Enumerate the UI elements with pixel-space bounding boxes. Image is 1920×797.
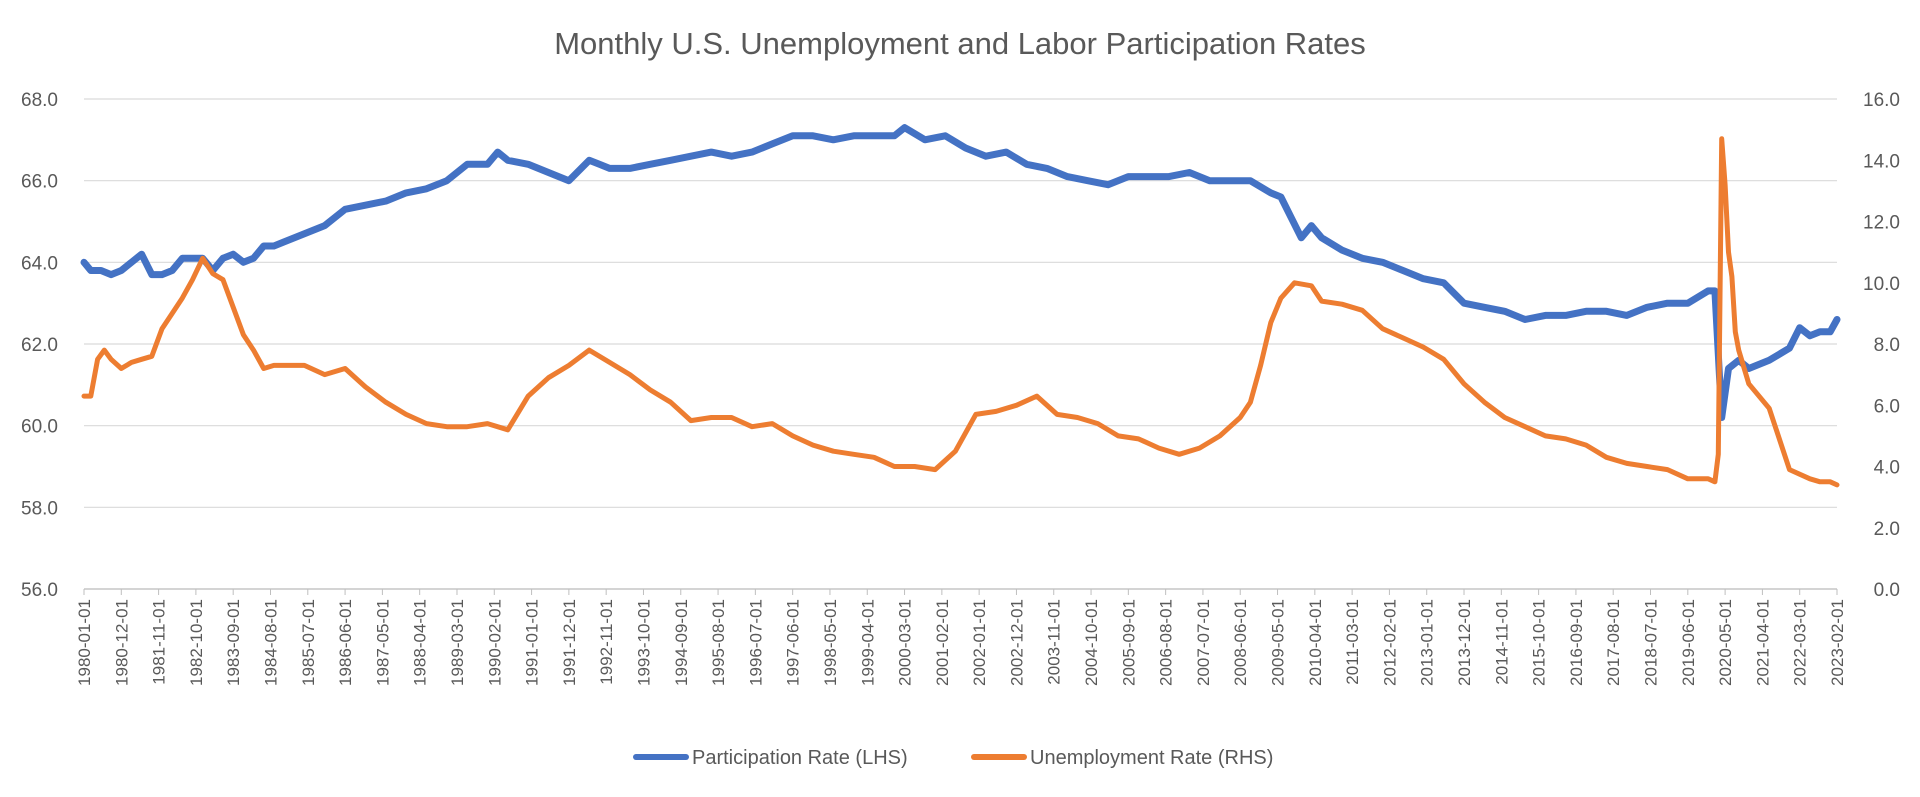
x-tick-label: 2006-08-01 [1157, 599, 1176, 686]
x-tick-label: 2012-02-01 [1380, 599, 1399, 686]
x-tick-label: 1980-12-01 [112, 599, 131, 686]
x-tick-label: 2016-09-01 [1567, 599, 1586, 686]
x-tick-label: 1996-07-01 [746, 599, 765, 686]
gridlines [84, 98, 1837, 590]
x-tick-label: 2020-05-01 [1716, 599, 1735, 686]
x-tick-label: 2003-11-01 [1045, 599, 1064, 685]
x-tick-label: 1987-05-01 [373, 599, 392, 686]
right-tick-label: 16.0 [1863, 90, 1900, 111]
x-tick-label: 1982-10-01 [187, 599, 206, 686]
left-tick-label: 60.0 [21, 417, 58, 438]
unemployment-rate-line [81, 136, 1840, 488]
x-tick-label: 2023-02-01 [1828, 599, 1847, 686]
left-axis-ticks: 56.0 58.0 60.0 62.0 64.0 66.0 68.0 [21, 90, 58, 601]
x-tick-label: 2007-07-01 [1194, 599, 1213, 686]
x-tick-label: 1991-12-01 [560, 599, 579, 686]
x-tick-label: 1980-01-01 [75, 599, 94, 686]
series-lines [80, 124, 1841, 488]
x-tick-label: 1993-10-01 [634, 599, 653, 686]
right-tick-label: 14.0 [1863, 151, 1900, 172]
right-tick-label: 0.0 [1874, 580, 1900, 601]
left-tick-label: 56.0 [21, 580, 58, 601]
x-tick-label: 1988-04-01 [411, 599, 430, 686]
x-tick-label: 1989-03-01 [448, 599, 467, 686]
right-tick-label: 6.0 [1874, 396, 1900, 417]
left-tick-label: 68.0 [21, 90, 58, 111]
right-tick-label: 2.0 [1874, 519, 1900, 540]
left-tick-label: 58.0 [21, 498, 58, 519]
left-tick-label: 62.0 [21, 335, 58, 356]
x-tick-label: 1991-01-01 [523, 599, 542, 686]
legend: Participation Rate (LHS) Unemployment Rat… [633, 747, 1273, 769]
x-tick-label: 2008-06-01 [1231, 599, 1250, 686]
x-tick-label: 1984-08-01 [261, 599, 280, 686]
x-tick-label: 2002-12-01 [1007, 599, 1026, 686]
x-tick-label: 2009-05-01 [1269, 599, 1288, 686]
x-tick-label: 2011-03-01 [1343, 599, 1362, 685]
x-tick-label: 2001-02-01 [933, 599, 952, 686]
x-tick-label: 1999-04-01 [858, 599, 877, 686]
left-tick-label: 66.0 [21, 172, 58, 193]
legend-label: Participation Rate (LHS) [692, 747, 908, 769]
x-tick-label: 1985-07-01 [299, 599, 318, 686]
x-tick-label: 1995-08-01 [709, 599, 728, 686]
x-tick-label: 1990-02-01 [485, 599, 504, 686]
legend-label: Unemployment Rate (RHS) [1030, 747, 1273, 769]
x-tick-label: 2021-04-01 [1753, 599, 1772, 686]
x-tick-label: 2019-06-01 [1679, 599, 1698, 686]
x-tick-label: 2017-08-01 [1604, 599, 1623, 686]
x-tick-label: 2015-10-01 [1530, 599, 1549, 686]
x-tick-label: 1992-11-01 [597, 599, 616, 685]
x-tick-label: 2022-03-01 [1791, 599, 1810, 686]
x-tick-label: 1997-06-01 [784, 599, 803, 686]
chart-title: Monthly U.S. Unemployment and Labor Part… [554, 26, 1366, 61]
x-tick-label: 1998-05-01 [821, 599, 840, 686]
x-tick-label: 2000-03-01 [896, 599, 915, 686]
x-tick-label: 2013-01-01 [1418, 599, 1437, 686]
x-tick-label: 2013-12-01 [1455, 599, 1474, 686]
right-axis-ticks: 0.0 2.0 4.0 6.0 8.0 10.0 12.0 14.0 16.0 [1863, 90, 1900, 601]
x-axis: 1980-01-01 1980-12-01 1981-11-01 1982-10-01… [75, 588, 1847, 686]
participation-rate-line [80, 124, 1841, 421]
x-tick-label: 2014-11-01 [1492, 599, 1511, 685]
right-tick-label: 4.0 [1874, 458, 1900, 479]
x-tick-label: 1981-11-01 [150, 599, 169, 685]
right-tick-label: 8.0 [1874, 335, 1900, 356]
x-tick-label: 1994-09-01 [672, 599, 691, 686]
x-tick-label: 2002-01-01 [970, 599, 989, 686]
x-tick-label: 2005-09-01 [1119, 599, 1138, 686]
right-tick-label: 12.0 [1863, 213, 1900, 234]
left-tick-label: 64.0 [21, 253, 58, 274]
x-tick-label: 1986-06-01 [336, 599, 355, 686]
x-tick-label: 2018-07-01 [1642, 599, 1661, 686]
right-tick-label: 10.0 [1863, 274, 1900, 295]
x-tick-label: 1983-09-01 [224, 599, 243, 686]
x-tick-label: 2004-10-01 [1082, 599, 1101, 686]
x-tick-label: 2010-04-01 [1306, 599, 1325, 686]
